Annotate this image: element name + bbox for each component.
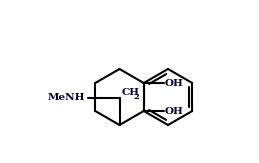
Text: OH: OH	[165, 106, 184, 116]
Text: MeNH: MeNH	[48, 92, 85, 102]
Text: 2: 2	[133, 93, 139, 101]
Text: OH: OH	[165, 79, 184, 88]
Text: CH: CH	[121, 88, 140, 97]
